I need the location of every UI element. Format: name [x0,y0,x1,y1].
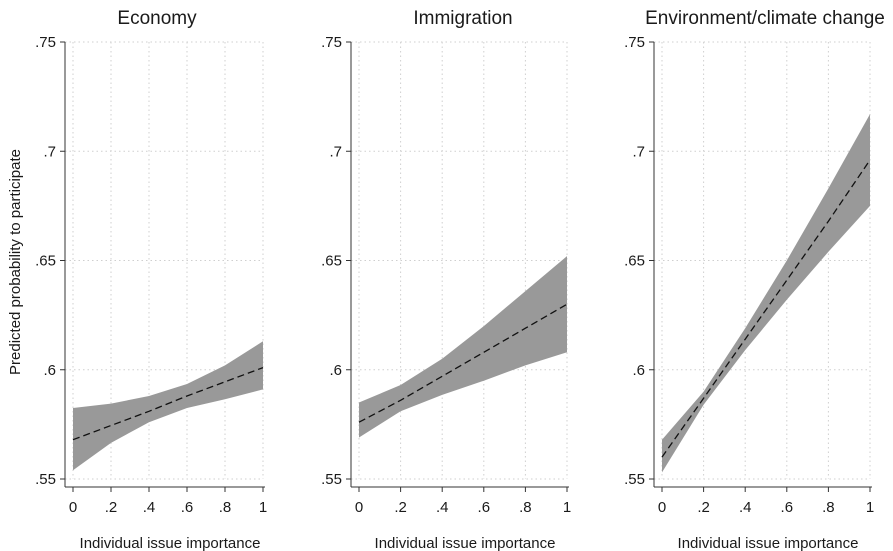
x-tick-label: .8 [822,499,835,516]
x-tick-label: .2 [394,499,407,516]
x-tick-label: .8 [219,499,232,516]
y-tick-label: .55 [624,471,645,488]
y-tick-label: .75 [624,34,645,51]
y-axis-label: Predicted probability to participate [7,149,24,375]
x-tick-label: 1 [259,499,267,516]
y-tick-label: .65 [624,253,645,270]
panel-3: .55 .6 .65 .7 .75 0 .2 .4 .6 .8 1 Environment/clima… [624,8,885,551]
y-tick-label: .7 [632,143,645,160]
x-tick-label: .2 [697,499,710,516]
y-tick-label: .6 [43,362,56,379]
y-tick-label: .55 [321,471,342,488]
confidence-band [359,256,567,438]
panel-1: .55 .6 .65 .7 .75 0 .2 .4 .6 .8 1 Economy Individual… [35,8,267,551]
y-tick-label: .75 [35,34,56,51]
prediction-line [72,366,264,441]
x-tick-label: .4 [739,499,752,516]
x-tick-label: 0 [658,499,666,516]
y-tick-label: .55 [35,471,56,488]
x-tick-label: .6 [781,499,794,516]
x-tick-label: 0 [69,499,77,516]
prediction-line [661,159,871,458]
x-axis-label: Individual issue importance [375,535,556,551]
x-axis-label: Individual issue importance [80,535,261,551]
panel-title: Immigration [413,8,512,29]
y-tick-label: .75 [321,34,342,51]
y-tick-label: .7 [43,143,56,160]
confidence-band [662,114,870,473]
panel-2: .55 .6 .65 .7 .75 0 .2 .4 .6 .8 1 Immigration Indivi… [321,8,571,551]
prediction-line [358,303,568,423]
y-tick-label: .65 [35,253,56,270]
y-tick-label: .7 [329,143,342,160]
confidence-band [73,341,263,471]
x-tick-label: .6 [181,499,194,516]
x-tick-label: .2 [105,499,118,516]
panel-title: Economy [117,8,197,29]
y-tick-label: .6 [329,362,342,379]
x-tick-label: 0 [355,499,363,516]
y-tick-label: .65 [321,253,342,270]
x-tick-label: .4 [143,499,156,516]
x-tick-label: .4 [436,499,449,516]
x-tick-label: .6 [478,499,491,516]
y-tick-label: .6 [632,362,645,379]
x-tick-label: 1 [866,499,874,516]
panel-title: Environment/climate change [645,8,885,29]
x-tick-label: .8 [519,499,532,516]
x-axis-label: Individual issue importance [678,535,859,551]
x-tick-label: 1 [563,499,571,516]
